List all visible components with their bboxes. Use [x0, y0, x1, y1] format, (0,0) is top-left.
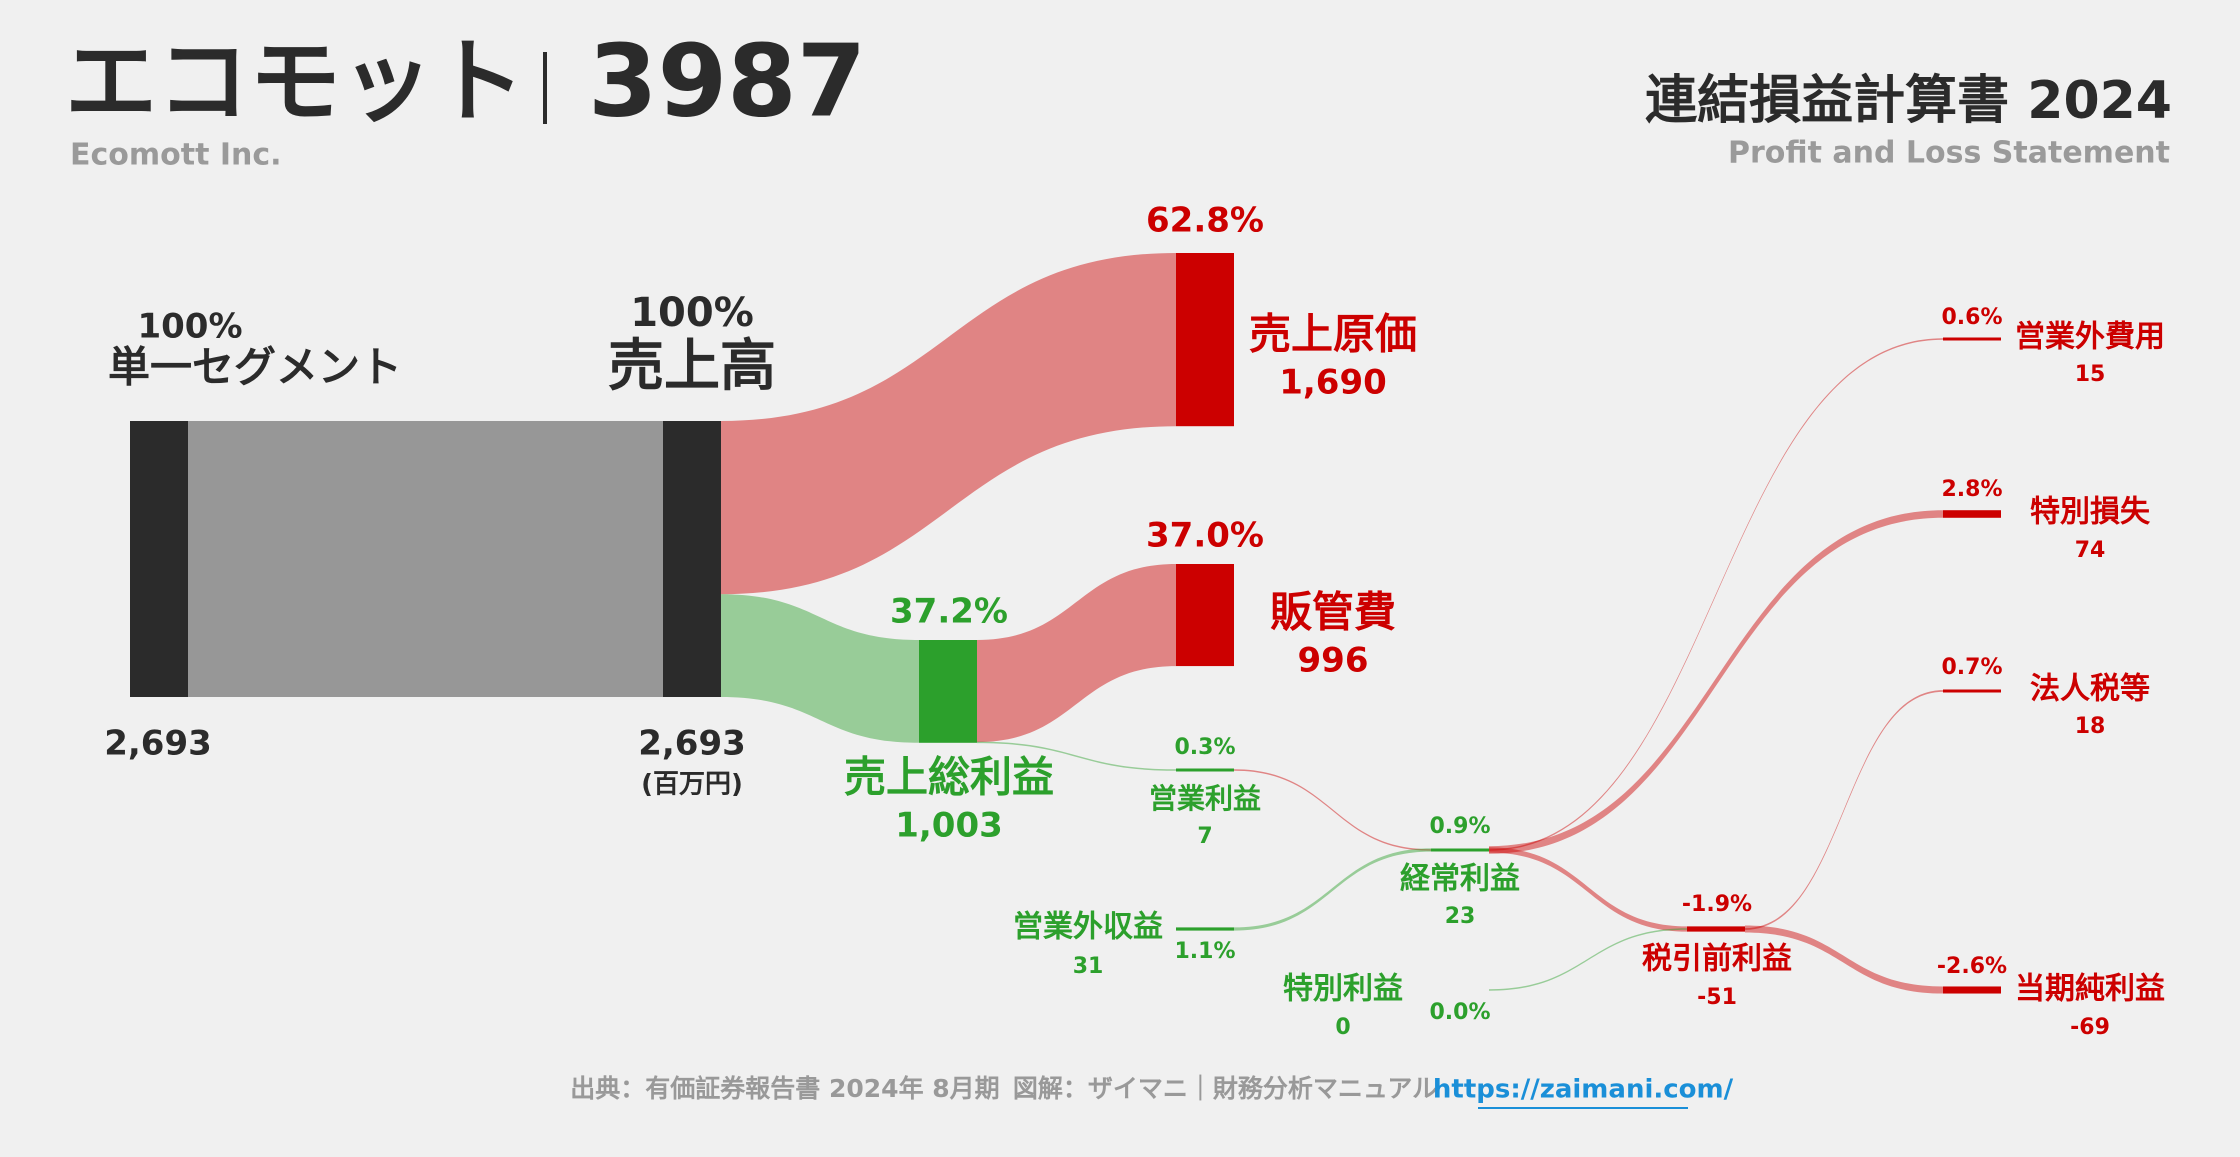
- node-bar: [1176, 253, 1234, 427]
- node-name: 法人税等: [2030, 672, 2150, 707]
- node-bar: [919, 640, 977, 743]
- node-value-label: 31: [1073, 954, 1104, 979]
- flow: [1234, 848, 1431, 931]
- company-code: 3987: [588, 22, 866, 139]
- node-share-label: 37.2%: [890, 592, 1008, 632]
- node-bar: [1687, 926, 1745, 932]
- credit-note: 図解：ザイマニ｜財務分析マニュアル: [1013, 1074, 1437, 1103]
- node-share-label: 0.6%: [1941, 305, 2002, 330]
- flow: [1489, 510, 1943, 854]
- url-link[interactable]: https://zaimani.com/: [1433, 1075, 1734, 1105]
- statement-subtitle: Profit and Loss Statement: [1728, 136, 2170, 171]
- node-name: 売上総利益: [844, 753, 1054, 802]
- flow: [721, 253, 1176, 595]
- node-share-label: -1.9%: [1682, 892, 1752, 917]
- node-bar: [1431, 848, 1489, 852]
- node-name: 売上高: [608, 334, 776, 399]
- node-value-label: 2,693: [638, 724, 746, 764]
- node-value-label: 1,003: [895, 806, 1003, 846]
- node-name: 特別損失: [2030, 495, 2151, 530]
- node-share-label: 0.3%: [1174, 735, 1235, 760]
- node-bar: [1943, 337, 2001, 341]
- node-bar: [130, 421, 188, 697]
- node-bar: [1943, 986, 2001, 994]
- node-value-label: 15: [2075, 362, 2106, 387]
- node-name: 売上原価: [1249, 310, 1417, 359]
- flow: [188, 421, 663, 697]
- node-name: 営業利益: [1149, 782, 1261, 815]
- chart-subtitle: Ecomott Inc.: [70, 138, 282, 173]
- node-share-label: 1.1%: [1174, 939, 1235, 964]
- node-bar: [1176, 564, 1234, 667]
- flow: [977, 741, 1176, 771]
- node-bar: [1943, 510, 2001, 518]
- node-bar: [1176, 768, 1234, 772]
- node-value-label: 996: [1298, 641, 1369, 681]
- node-name: 当期純利益: [2015, 972, 2165, 1007]
- node-name: 特別利益: [1283, 972, 1403, 1007]
- node-value-label: -69: [2070, 1015, 2110, 1040]
- node-value-label: 0: [1335, 1015, 1350, 1040]
- statement-title: 連結損益計算書 2024: [1645, 71, 2172, 131]
- flow: [1745, 925, 1943, 994]
- flow: [1489, 847, 1687, 932]
- node-value-label: -51: [1697, 985, 1737, 1010]
- unit-label: (百万円): [641, 770, 743, 800]
- node-name: 営業外費用: [2015, 320, 2165, 355]
- node-share-label: 62.8%: [1146, 201, 1264, 241]
- node-share-label: 100%: [630, 290, 754, 336]
- node-value-label: 74: [2075, 538, 2106, 563]
- node-bar: [1943, 689, 2001, 693]
- flow: [721, 594, 919, 743]
- node-name: 単一セグメント: [108, 343, 402, 392]
- chart-title: エコモット: [65, 28, 525, 135]
- node-share-label: 0.7%: [1941, 655, 2002, 680]
- node-value-label: 1,690: [1279, 363, 1387, 403]
- node-share-label: 100%: [137, 307, 242, 347]
- node-value-label: 7: [1197, 824, 1212, 849]
- flow: [1745, 690, 1943, 930]
- node-share-label: 0.0%: [1429, 1000, 1490, 1025]
- source-note: 出典：有価証券報告書 2024年 8月期: [570, 1074, 999, 1103]
- node-share-label: 37.0%: [1146, 516, 1264, 556]
- node-share-label: -2.6%: [1937, 954, 2007, 979]
- node-name: 税引前利益: [1642, 942, 1792, 977]
- flow: [1489, 338, 1943, 851]
- node-bar: [663, 421, 721, 697]
- flow: [1234, 769, 1431, 851]
- node-value-label: 23: [1445, 904, 1476, 929]
- node-value-label: 18: [2075, 714, 2106, 739]
- node-name: 販管費: [1270, 588, 1396, 637]
- node-share-label: 0.9%: [1429, 814, 1490, 839]
- flow: [977, 564, 1176, 743]
- node-bar: [1176, 927, 1234, 931]
- flow: [1489, 928, 1687, 991]
- node-name: 経常利益: [1400, 862, 1520, 897]
- node-value-label: 2,693: [104, 724, 212, 764]
- node-share-label: 2.8%: [1941, 477, 2002, 502]
- node-name: 営業外収益: [1013, 910, 1163, 945]
